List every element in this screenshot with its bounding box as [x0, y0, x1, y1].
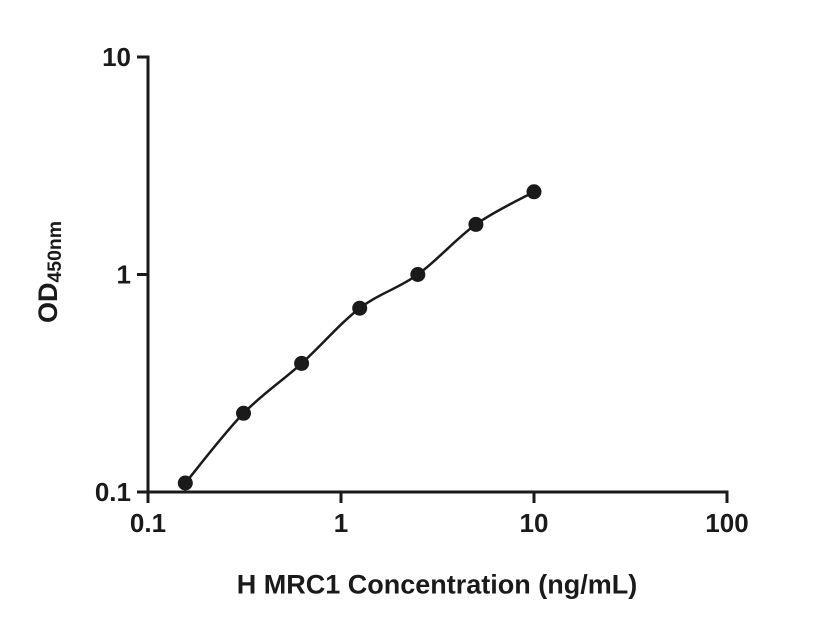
data-point	[352, 300, 368, 316]
axis-line	[146, 55, 729, 494]
data-point	[410, 267, 426, 282]
y-tick-label: 10	[102, 42, 131, 72]
x-tick-label: 10	[520, 508, 549, 538]
x-tick-label: 1	[334, 508, 348, 538]
y-axis-label-subscript: 450nm	[44, 220, 67, 283]
x-tick-label: 0.1	[130, 508, 166, 538]
data-point	[294, 355, 310, 371]
y-axis-label: OD450nm	[33, 221, 67, 323]
data-point	[526, 184, 542, 200]
data-point	[236, 405, 251, 421]
data-point	[468, 216, 484, 232]
x-axis-label: H MRC1 Concentration (ng/mL)	[236, 569, 638, 600]
y-tick-label: 0.1	[95, 477, 131, 507]
y-tick-label: 1	[117, 260, 131, 290]
y-axis-label-main: OD	[32, 282, 63, 324]
x-tick-label: 100	[705, 508, 748, 538]
curve-line	[184, 190, 535, 484]
data-point	[177, 475, 193, 491]
